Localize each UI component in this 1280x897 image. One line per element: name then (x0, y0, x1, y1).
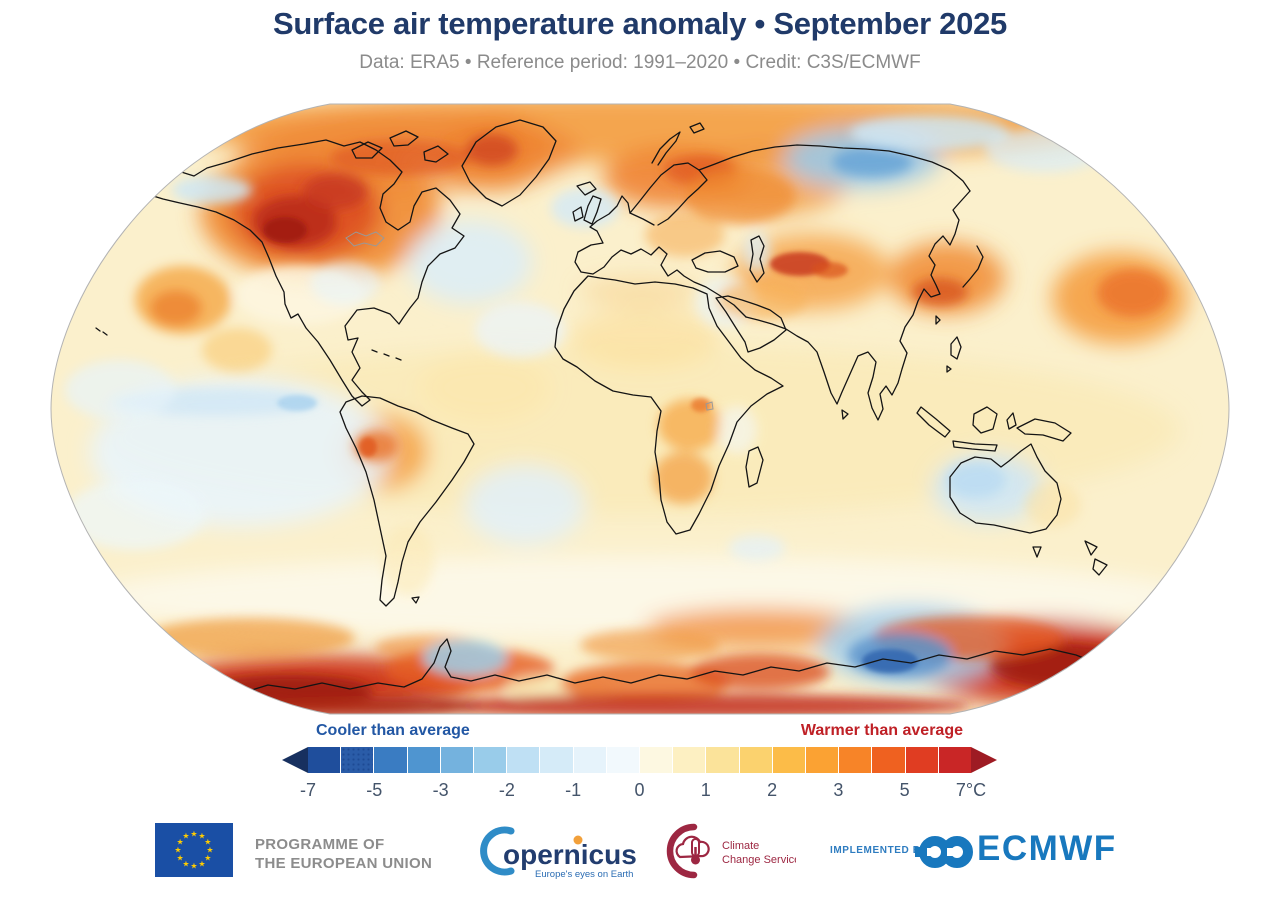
colorbar-tick-label: 0 (634, 780, 645, 800)
colorbar-segment (440, 747, 474, 773)
colorbar-segment (640, 747, 673, 773)
page-title: Surface air temperature anomaly • Septem… (273, 6, 1007, 41)
footer: ★ ★ ★ ★ ★ ★ ★ ★ ★ ★ ★ ★ PROGRAMME OF THE EUROPEAN U… (0, 815, 1280, 897)
colorbar-tick-label: 2 (767, 780, 778, 800)
svg-text:Europe's eyes on Earth: Europe's eyes on Earth (535, 869, 633, 880)
colorbar-segment (806, 747, 839, 773)
colorbar-segment (905, 747, 938, 773)
colorbar-tick-label: 7°C (955, 780, 987, 800)
colorbar-right-arrow-icon (971, 747, 997, 773)
lakes-outline (345, 231, 714, 411)
colorbar-segment (706, 747, 739, 773)
colorbar-segments (308, 747, 972, 773)
eu-star-icon: ★ (198, 859, 206, 869)
copernicus-logo: opernicus Europe's eyes on Earth (480, 826, 637, 880)
colorbar-segment (872, 747, 905, 773)
eu-star-icon: ★ (190, 829, 198, 839)
svg-text:Change Service: Change Service (722, 854, 796, 866)
colorbar-tick-label: -1 (565, 780, 582, 800)
implemented-by-label: IMPLEMENTED BY (830, 845, 928, 856)
colorbar-tick-label: -2 (498, 780, 515, 800)
warmer-label: Warmer than average (800, 722, 963, 739)
ecmwf-wordmark: ECMWF (977, 829, 1117, 868)
colorbar-tick-label: -7 (299, 780, 317, 800)
eu-star-icon: ★ (198, 831, 206, 841)
cooler-label: Cooler than average (316, 722, 470, 739)
color-legend: Cooler than average Warmer than average … (282, 722, 997, 810)
colorbar-segment (673, 747, 706, 773)
eu-flag-logo: ★ ★ ★ ★ ★ ★ ★ ★ ★ ★ ★ ★ (155, 823, 233, 877)
colorbar-tick-label: -3 (432, 780, 449, 800)
colorbar-segment (772, 747, 806, 773)
colorbar-segment (540, 747, 573, 773)
eu-star-icon: ★ (182, 859, 190, 869)
eu-star-icon: ★ (182, 831, 190, 841)
colorbar-tick-label: 3 (833, 780, 844, 800)
colorbar-segment (374, 747, 407, 773)
colorbar-segment (606, 747, 640, 773)
eu-star-icon: ★ (206, 845, 214, 855)
svg-text:opernicus: opernicus (503, 839, 637, 870)
colorbar-segment (938, 747, 972, 773)
colorbar-segment (407, 747, 440, 773)
colorbar-segment (308, 747, 341, 773)
eu-programme-line2: THE EUROPEAN UNION (255, 855, 433, 872)
colorbar-segment (341, 747, 374, 773)
svg-text:Climate: Climate (722, 840, 759, 852)
colorbar (282, 747, 997, 773)
eu-star-icon: ★ (174, 845, 182, 855)
world-anomaly-map (50, 103, 1230, 715)
colorbar-ticks: -7 -5 -3 -2 -1 0 1 2 3 5 7°C (282, 780, 997, 804)
colorbar-segment (474, 747, 507, 773)
colorbar-segment (739, 747, 772, 773)
colorbar-tick-label: 1 (700, 780, 711, 800)
colorbar-left-arrow-icon (282, 747, 308, 773)
copernicus-swoosh-icon (480, 826, 515, 876)
colorbar-tick-label: 5 (899, 780, 910, 800)
ecmwf-glyph-icon (915, 836, 973, 868)
eu-programme-label: PROGRAMME OF THE EUROPEAN UNION (255, 835, 432, 873)
eu-star-icon: ★ (204, 837, 212, 847)
colorbar-segment (573, 747, 606, 773)
eu-star-icon: ★ (190, 861, 198, 871)
colorbar-segment (839, 747, 872, 773)
eu-star-icon: ★ (176, 853, 184, 863)
colorbar-tick-label: -5 (366, 780, 383, 800)
climate-change-service-logo: Climate Change Service (666, 823, 796, 879)
copernicus-dot-icon (573, 835, 583, 845)
ccs-crescent-icon (666, 823, 698, 879)
page-subtitle: Data: ERA5 • Reference period: 1991–2020… (359, 52, 921, 73)
coastlines (95, 119, 1108, 694)
map-border (50, 103, 1230, 715)
eu-star-icon: ★ (204, 853, 212, 863)
eu-programme-line1: PROGRAMME OF (255, 836, 385, 853)
colorbar-segment (507, 747, 540, 773)
eu-star-icon: ★ (176, 837, 184, 847)
